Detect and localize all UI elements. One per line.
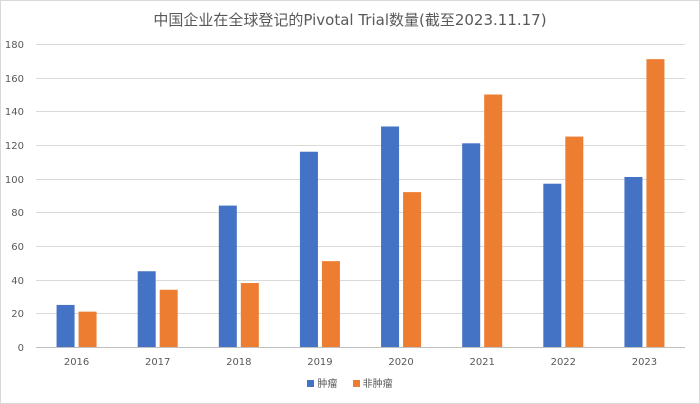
y-tick-label: 180 xyxy=(5,40,24,51)
bar-oncology-2022 xyxy=(543,183,562,347)
bar-oncology-2019 xyxy=(299,151,318,347)
bar-oncology-2020 xyxy=(381,126,400,347)
y-tick-label: 60 xyxy=(11,242,24,253)
x-tick-label: 2020 xyxy=(388,357,413,368)
bar-oncology-2017 xyxy=(137,271,156,347)
legend-swatch-non-oncology xyxy=(352,380,360,387)
y-tick-label: 160 xyxy=(5,74,24,85)
legend-swatch-oncology xyxy=(307,380,315,387)
bar-non-oncology-2017 xyxy=(159,289,178,347)
bar-non-oncology-2016 xyxy=(78,311,97,347)
bar-non-oncology-2023 xyxy=(646,59,665,348)
chart-title: 中国企业在全球登记的Pivotal Trial数量(截至2023.11.17) xyxy=(153,11,547,29)
bar-oncology-2016 xyxy=(56,304,75,347)
legend-item-oncology: 肿瘤 xyxy=(307,375,337,390)
y-tick-label: 40 xyxy=(11,276,24,287)
y-tick-label: 80 xyxy=(11,208,24,219)
legend-label-oncology: 肿瘤 xyxy=(317,379,338,390)
x-tick-label: 2016 xyxy=(64,357,89,368)
y-tick-label: 20 xyxy=(11,309,24,320)
y-tick-label: 0 xyxy=(18,343,24,354)
y-tick-label: 140 xyxy=(5,107,24,118)
x-tick-label: 2017 xyxy=(145,357,170,368)
x-tick-label: 2021 xyxy=(469,357,494,368)
bar-non-oncology-2022 xyxy=(565,136,584,347)
legend-item-non-oncology: 非肿瘤 xyxy=(352,375,393,390)
x-tick-label: 2023 xyxy=(632,357,657,368)
bar-oncology-2018 xyxy=(218,205,237,347)
bar-non-oncology-2021 xyxy=(484,94,503,347)
legend-label-non-oncology: 非肿瘤 xyxy=(362,379,393,390)
bar-non-oncology-2019 xyxy=(321,261,340,347)
x-tick-label: 2022 xyxy=(551,357,576,368)
bar-oncology-2021 xyxy=(462,143,481,347)
x-tick-label: 2019 xyxy=(307,357,332,368)
y-tick-label: 120 xyxy=(5,141,24,152)
legend: 肿瘤 非肿瘤 xyxy=(0,375,700,390)
bar-non-oncology-2018 xyxy=(240,283,259,347)
bar-non-oncology-2020 xyxy=(403,192,422,347)
x-tick-label: 2018 xyxy=(226,357,251,368)
y-tick-label: 100 xyxy=(5,175,24,186)
bar-oncology-2023 xyxy=(624,176,643,347)
